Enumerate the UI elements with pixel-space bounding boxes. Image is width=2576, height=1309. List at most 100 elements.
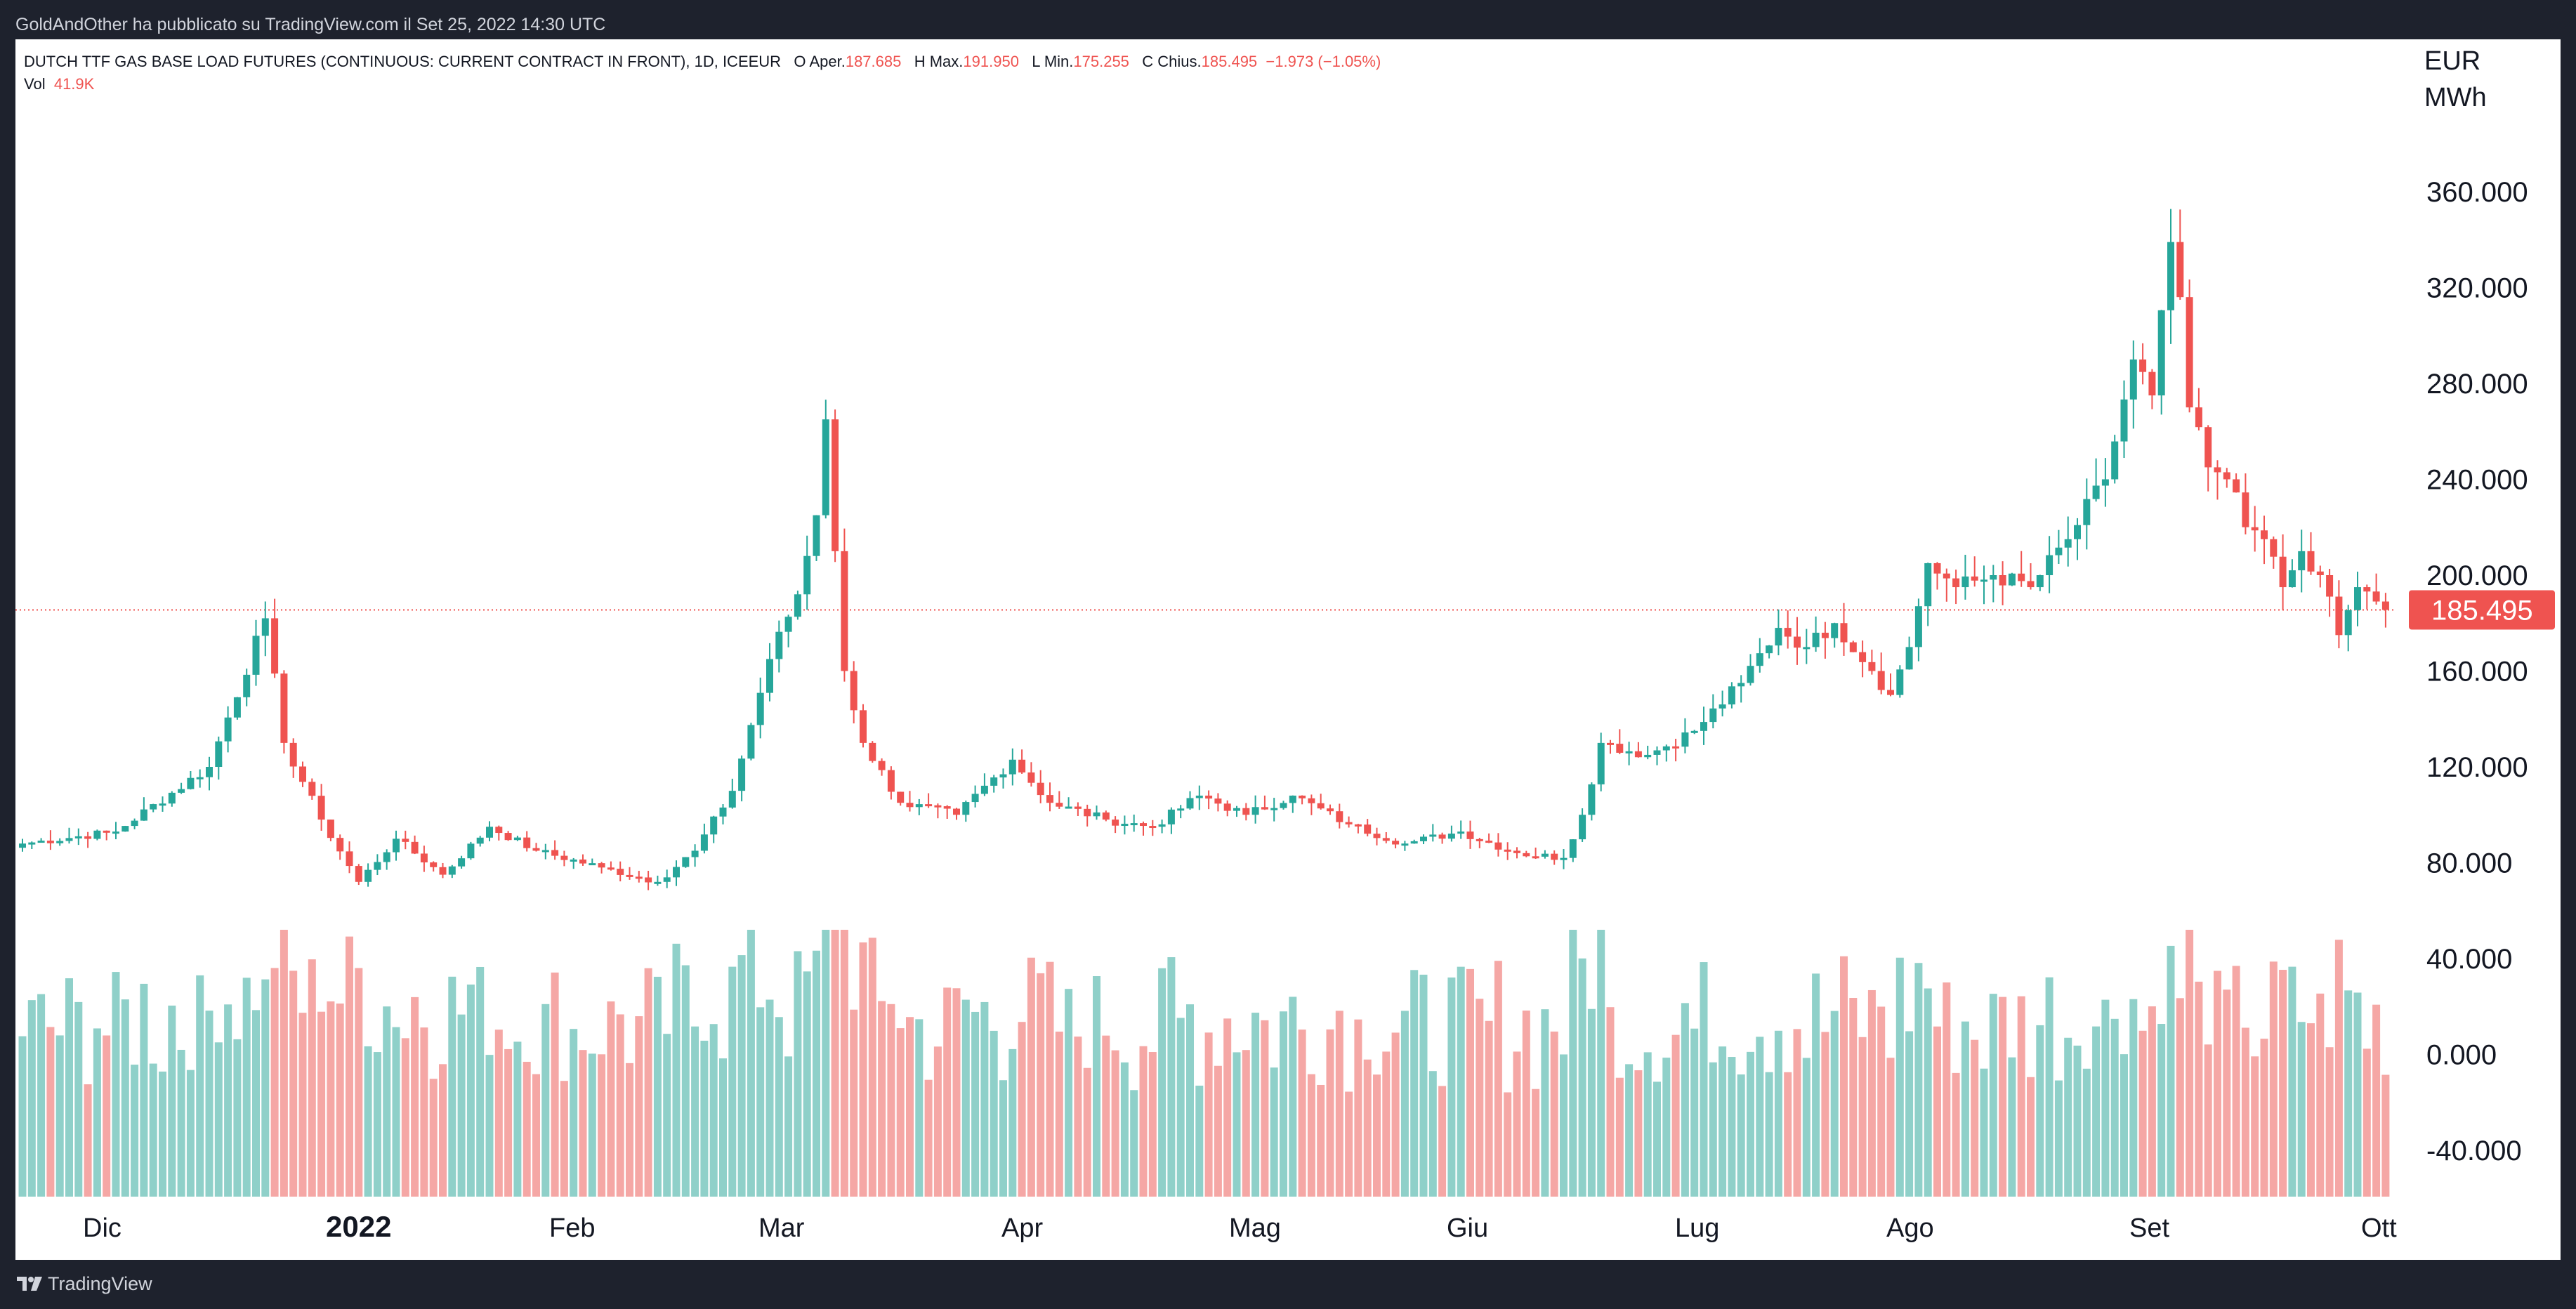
last-price-label: 185.495 <box>2431 595 2533 626</box>
y-tick-label: 0.000 <box>2426 1040 2497 1071</box>
candle-body <box>2120 399 2128 442</box>
candle-body <box>2354 587 2361 610</box>
candle-body <box>1233 808 1240 811</box>
candle-body <box>1653 750 1661 755</box>
candle-body <box>1345 822 1353 824</box>
candle-body <box>1541 853 1549 857</box>
volume-bar <box>1774 1030 1782 1197</box>
volume-bar <box>1541 1009 1549 1197</box>
candle-body <box>2129 359 2137 400</box>
volume-bar <box>1400 1011 1409 1197</box>
candlestick-chart[interactable]: 360.000 320.000 280.000 240.000 200.000 160.0… <box>15 39 2561 1260</box>
candle-body <box>439 867 447 875</box>
volume-bar <box>1167 957 1176 1197</box>
volume-bar <box>280 930 288 1197</box>
volume-bar <box>336 1004 344 1197</box>
candle-body <box>2381 601 2389 610</box>
volume-bar <box>1671 1034 1680 1197</box>
volume-bar <box>317 1011 326 1197</box>
candle-body <box>934 805 942 808</box>
volume-bar <box>308 959 316 1197</box>
candle-body <box>178 789 185 793</box>
candle-body <box>691 850 699 857</box>
candle-body <box>841 551 848 671</box>
legend-close-value: 185.495 <box>1201 53 1258 70</box>
volume-bar <box>626 1063 633 1197</box>
candle-body <box>1140 823 1147 827</box>
volume-bar <box>205 1011 213 1197</box>
candle-body <box>1214 798 1222 804</box>
candle-body <box>308 782 316 796</box>
tradingview-logo-icon[interactable] <box>15 1274 48 1292</box>
volume-bar <box>980 1001 989 1197</box>
y-tick-label: 200.000 <box>2426 560 2528 591</box>
volume-bar <box>140 983 148 1197</box>
volume-bar <box>1700 962 1708 1197</box>
candle-body <box>980 785 988 794</box>
candle-body <box>2242 492 2249 527</box>
legend-high-value: 191.950 <box>963 53 1019 70</box>
volume-bar <box>429 1079 438 1197</box>
volume-bar <box>1345 1091 1353 1197</box>
candle-body <box>682 857 690 867</box>
volume-bar <box>840 930 848 1197</box>
candle-body <box>2288 570 2296 588</box>
candle-body <box>897 791 905 803</box>
candle-body <box>393 838 400 853</box>
candle-body <box>579 859 586 864</box>
volume-bar <box>1924 988 1932 1197</box>
volume-bar <box>1410 970 1419 1197</box>
volume-bar <box>494 1030 503 1197</box>
candle-body <box>402 838 409 842</box>
candle-body <box>1158 824 1166 827</box>
legend-high-prefix: Max. <box>929 53 964 70</box>
candle-body <box>1896 669 1904 695</box>
volume-bar <box>1569 930 1577 1197</box>
candle-body <box>467 843 475 859</box>
volume-bar <box>1747 1051 1754 1197</box>
volume-bar <box>2148 1006 2156 1197</box>
candle-body <box>74 836 82 838</box>
volume-bar <box>681 965 690 1197</box>
volume-bar <box>252 1010 260 1197</box>
volume-bar <box>55 1035 64 1197</box>
volume-bar <box>775 1017 783 1197</box>
candle-body <box>1513 850 1520 853</box>
candle-body <box>1485 841 1493 843</box>
candle-body <box>2363 587 2371 592</box>
volume-bar <box>1597 930 1605 1197</box>
volume-bar <box>457 1014 466 1197</box>
volume-bar <box>1018 1022 1026 1197</box>
candle-body <box>1766 645 1773 654</box>
candle-body <box>411 841 419 854</box>
volume-bar <box>1307 1074 1315 1197</box>
candle-body <box>1616 744 1624 753</box>
volume-bar <box>831 930 839 1197</box>
volume-bar <box>1933 1026 1941 1197</box>
volume-bar <box>1373 1074 1381 1197</box>
chart-panel[interactable]: 360.000 320.000 280.000 240.000 200.000 160.0… <box>15 39 2561 1260</box>
volume-bar <box>1653 1081 1661 1197</box>
candle-body <box>523 837 531 848</box>
volume-bar <box>242 978 251 1197</box>
volume-bar <box>2316 993 2325 1197</box>
x-tick-label: 2022 <box>326 1210 391 1243</box>
volume-bar <box>672 943 681 1197</box>
last-price-badge <box>2409 590 2555 630</box>
y-tick-label: 280.000 <box>2426 369 2528 400</box>
candle-body <box>1121 824 1129 827</box>
candle-body <box>589 863 596 866</box>
legend-low-label: L <box>1032 53 1040 70</box>
candle-body <box>1756 653 1763 666</box>
legend-open-value: 187.685 <box>845 53 902 70</box>
footer-brand[interactable]: TradingView <box>48 1273 152 1294</box>
candle-body <box>1569 839 1577 858</box>
candle-body <box>1709 708 1717 723</box>
x-tick-label: Ago <box>1886 1213 1934 1243</box>
volume-bar <box>1102 1035 1110 1197</box>
publisher-bar: GoldAndOther ha pubblicato su TradingVie… <box>0 0 2576 39</box>
volume-bar <box>924 1079 933 1197</box>
volume-bar <box>1204 1032 1213 1197</box>
volume-bar <box>933 1046 942 1197</box>
candle-body <box>2372 591 2380 602</box>
